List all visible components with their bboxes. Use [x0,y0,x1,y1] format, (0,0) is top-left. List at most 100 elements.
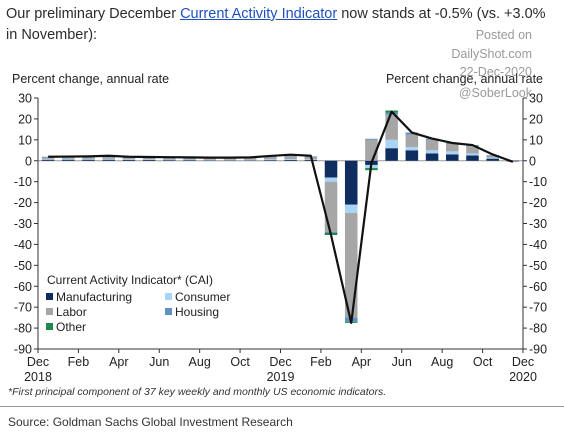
bar-labor-0 [41,156,55,159]
left-tick-label: 30 [18,92,32,106]
cai-line [48,110,514,324]
bar-manufacturing-0 [41,159,55,161]
bar-consumer-5 [142,159,156,160]
right-tick-label: -90 [529,343,547,357]
bar-manufacturing-18 [405,150,419,161]
bar-labor-22 [486,155,499,158]
bar-labor-9 [223,157,237,160]
bar-manufacturing-12 [284,159,297,161]
bar-labor-5 [142,157,156,160]
x-tick-label: Aug [431,355,453,369]
bar-consumer-14 [324,177,338,182]
bar-labor-14 [324,181,338,232]
bar-labor-17 [385,114,398,140]
x-tick-label: Jun [149,355,169,369]
right-tick-label: -10 [529,175,547,189]
x-year-label: 2020 [509,370,537,384]
x-tick-label: Dec [27,355,49,369]
x-tick-label: Oct [473,355,493,369]
x-tick-label: Dec [512,355,534,369]
legend-label-manufacturing: Manufacturing [56,290,132,304]
left-tick-label: -40 [14,238,32,252]
headline-text-end: now stands at -0.5% (vs. +3.0% in Novemb… [6,6,546,43]
cai-link[interactable]: Current Activity Indicator [180,6,338,22]
bar-consumer-21 [466,153,479,156]
bar-manufacturing-17 [385,148,398,161]
bar-manufacturing-13 [304,159,318,161]
legend-swatch-housing [165,308,172,315]
bar-consumer-3 [102,158,115,160]
x-tick-label: Feb [68,355,90,369]
bar-consumer-11 [264,159,277,161]
bar-manufacturing-22 [486,158,499,161]
bar-labor-7 [183,157,196,160]
bar-consumer-7 [183,159,196,161]
x-year-label: 2018 [24,370,52,384]
left-tick-label: -60 [14,280,32,294]
bar-manufacturing-14 [324,160,338,178]
bar-manufacturing-19 [425,153,439,161]
right-tick-label: -20 [529,196,547,210]
left-tick-label: -30 [14,217,32,231]
left-tick-label: 10 [18,133,32,147]
legend-label-labor: Labor [56,305,87,319]
bar-manufacturing-2 [82,159,95,161]
right-tick-label: 10 [529,133,543,147]
x-tick-label: Oct [230,355,250,369]
left-tick-label: -90 [14,343,32,357]
bar-housing-16 [365,138,378,140]
x-tick-label: Dec [269,355,291,369]
watermark-posted-on: Posted on [475,28,532,42]
footnote: *First principal component of 37 key wee… [8,386,387,398]
right-tick-label: -30 [529,217,547,231]
bar-labor-4 [122,156,136,160]
watermark-date-handle: 22-Dec-2020 @SoberLook [440,63,532,103]
legend-label-consumer: Consumer [175,290,230,304]
x-year-label: 2019 [267,370,295,384]
bar-manufacturing-5 [142,159,156,161]
right-tick-label: -70 [529,301,547,315]
right-tick-label: 20 [529,112,543,126]
left-axis-label: Percent change, annual rate [12,72,169,86]
right-tick-label: 30 [529,92,543,106]
legend-label-housing: Housing [175,305,219,319]
x-tick-label: Aug [189,355,211,369]
legend-swatch-manufacturing [46,293,53,300]
x-tick-label: Apr [352,355,371,369]
bar-consumer-9 [223,159,237,161]
bar-labor-21 [466,146,479,154]
bar-labor-10 [243,157,257,160]
bar-manufacturing-3 [102,159,115,161]
bar-labor-11 [264,156,277,160]
right-tick-label: 0 [529,154,536,168]
bar-consumer-19 [425,150,439,154]
right-tick-label: -50 [529,259,547,273]
left-tick-label: -20 [14,196,32,210]
bar-manufacturing-1 [62,159,75,161]
bar-manufacturing-15 [344,160,358,205]
bar-labor-12 [284,154,297,160]
left-tick-label: -50 [14,259,32,273]
bar-manufacturing-20 [446,154,459,161]
legend-swatch-other [46,323,53,330]
watermark-date: 22-Dec-2020 [459,65,532,79]
headline-text-start: Our preliminary December [6,6,181,22]
bar-consumer-12 [284,159,297,160]
divider [0,406,564,407]
legend-label-other: Other [56,320,86,334]
bar-labor-6 [163,157,176,160]
bar-manufacturing-4 [122,159,136,161]
right-tick-label: -80 [529,322,547,336]
bar-manufacturing-6 [163,160,176,161]
left-tick-label: 0 [25,154,32,168]
watermark-site: DailyShot.com [451,47,532,61]
watermark-handle: @SoberLook [458,86,532,100]
bar-labor-8 [203,157,217,160]
legend-swatch-consumer [165,293,172,300]
bar-labor-20 [446,144,459,152]
x-tick-label: Jun [392,355,412,369]
bar-labor-2 [82,156,95,159]
legend-title: Current Activity Indicator* (CAI) [47,273,213,287]
bar-manufacturing-11 [264,160,277,161]
bar-consumer-10 [243,159,257,161]
